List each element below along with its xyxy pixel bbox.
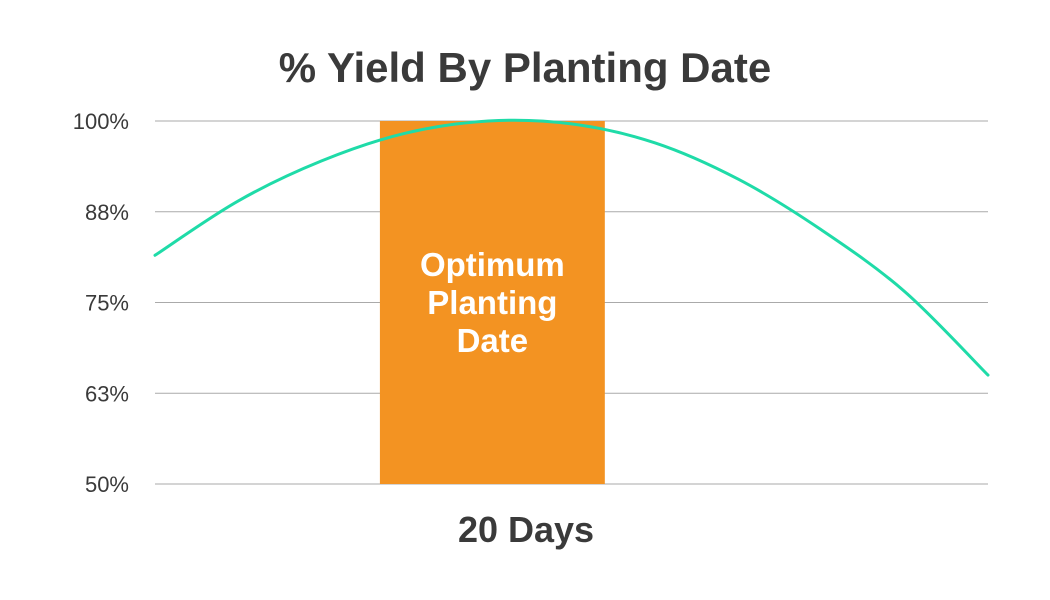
y-tick-label: 75% (85, 291, 129, 316)
y-tick-label: 88% (85, 200, 129, 225)
y-tick-label: 100% (73, 109, 129, 134)
y-axis-ticks: 100% 88% 75% 63% 50% (73, 109, 129, 497)
band-label-line: Date (457, 322, 529, 359)
y-tick-label: 50% (85, 472, 129, 497)
optimum-band (379, 121, 605, 484)
x-axis-label: 20 Days (458, 509, 594, 550)
band-label-line: Planting (427, 284, 557, 321)
y-tick-label: 63% (85, 381, 129, 406)
yield-curve-group (153, 118, 990, 377)
band-label-line: Optimum (420, 246, 565, 283)
chart-title: % Yield By Planting Date (279, 44, 771, 91)
yield-curve-line (153, 118, 990, 377)
